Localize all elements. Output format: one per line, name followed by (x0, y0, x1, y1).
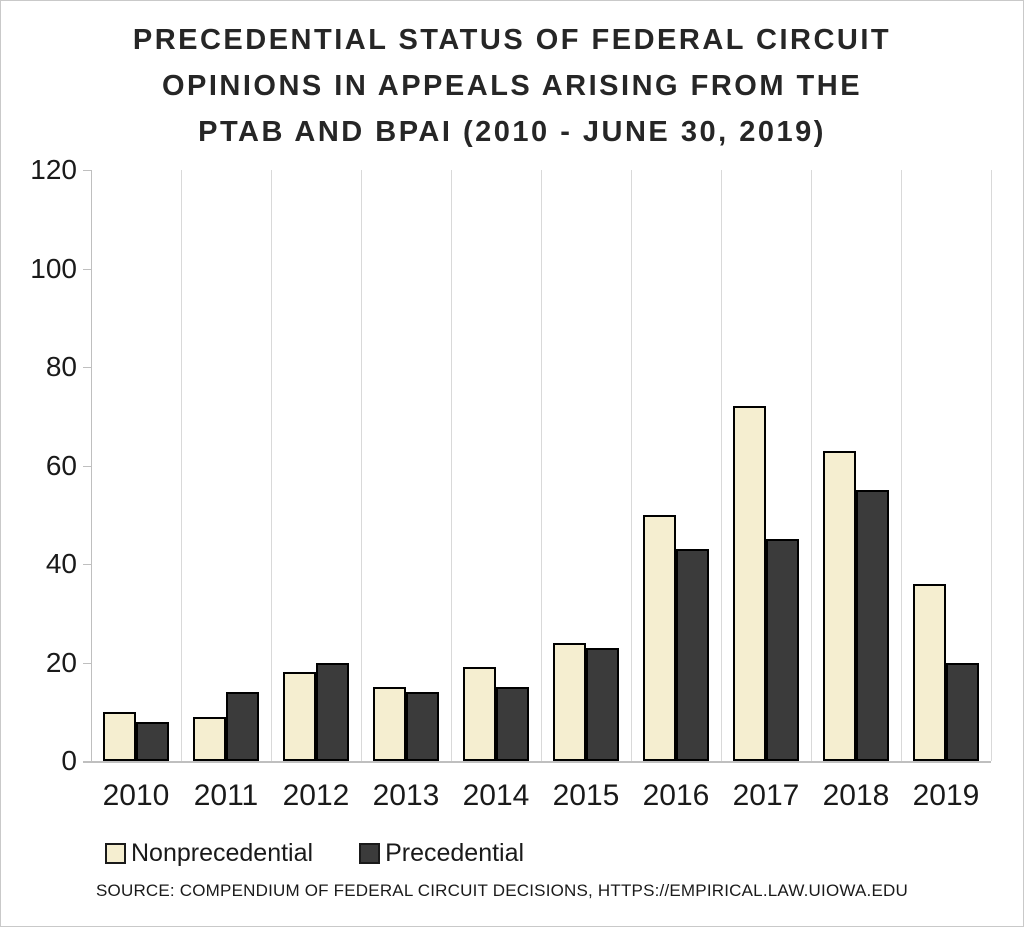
bar-2015-nonprecedential (553, 642, 586, 761)
y-axis-tick (83, 465, 91, 467)
x-label-2012: 2012 (282, 779, 350, 812)
bar-2014-nonprecedential (463, 667, 496, 761)
y-axis-tick (83, 170, 91, 171)
x-label-2010: 2010 (102, 779, 170, 812)
bar-2014-precedential (496, 687, 529, 761)
y-tick-label-0: 0 (61, 745, 77, 776)
chart-title: PRECEDENTIAL STATUS OF FEDERAL CIRCUIT O… (1, 17, 1023, 155)
y-tick-label-80: 80 (45, 351, 77, 382)
bar-2011-nonprecedential (193, 716, 226, 761)
y-tick-label-40: 40 (45, 548, 77, 579)
x-axis-line (83, 761, 991, 763)
legend-swatch-precedential (359, 843, 381, 864)
y-tick-label-100: 100 (30, 252, 77, 284)
gridline-vertical (271, 170, 272, 761)
bar-2010-precedential (136, 721, 169, 761)
bar-2011-precedential (226, 692, 259, 761)
chart-title-line-2: OPINIONS IN APPEALS ARISING FROM THE (161, 70, 863, 102)
x-label-2011: 2011 (193, 779, 259, 812)
y-tick-label-120: 120 (30, 154, 77, 185)
x-label-2014: 2014 (462, 779, 530, 812)
bar-2019-precedential (946, 662, 979, 761)
legend-label-nonprecedential: Nonprecedential (131, 839, 314, 867)
bar-2016-precedential (676, 549, 709, 761)
source-caption: SOURCE: COMPENDIUM OF FEDERAL CIRCUIT DE… (96, 881, 908, 900)
bar-2018-precedential (856, 490, 889, 761)
gridline-vertical (721, 170, 722, 761)
gridline-vertical (811, 170, 812, 761)
bar-2012-precedential (316, 662, 349, 761)
x-label-2018: 2018 (822, 779, 890, 812)
legend-label-precedential: Precedential (385, 839, 525, 867)
gridline-vertical (451, 170, 452, 761)
gridline-vertical (901, 170, 902, 761)
gridline-vertical (181, 170, 182, 761)
legend-swatch-nonprecedential (105, 843, 126, 864)
bar-2017-nonprecedential (733, 406, 766, 761)
y-axis-tick (83, 564, 91, 565)
bar-2012-nonprecedential (283, 672, 316, 761)
bar-2016-nonprecedential (643, 514, 676, 761)
y-axis-tick (83, 268, 91, 270)
gridline-vertical (541, 170, 542, 761)
legend-item-precedential: Precedential (359, 841, 524, 866)
y-tick-label-60: 60 (45, 449, 77, 481)
gridline-vertical (631, 170, 632, 761)
bar-2010-nonprecedential (103, 711, 136, 761)
y-axis-line (91, 170, 92, 762)
bar-2013-nonprecedential (373, 687, 406, 761)
bar-2015-precedential (586, 647, 619, 761)
chart-title-line-1: PRECEDENTIAL STATUS OF FEDERAL CIRCUIT (132, 24, 892, 56)
y-tick-label-20: 20 (45, 646, 77, 678)
bar-2013-precedential (406, 692, 439, 761)
legend-item-nonprecedential: Nonprecedential (105, 841, 313, 866)
bar-2017-precedential (766, 539, 799, 761)
gridline-vertical (991, 170, 992, 761)
bar-2019-nonprecedential (913, 583, 946, 761)
x-label-2017: 2017 (732, 779, 800, 812)
x-label-2015: 2015 (552, 779, 620, 812)
y-axis-tick (83, 662, 91, 664)
x-label-2016: 2016 (642, 779, 710, 812)
x-label-2013: 2013 (372, 779, 440, 812)
bar-2018-nonprecedential (823, 450, 856, 761)
x-label-2019: 2019 (912, 779, 980, 812)
chart-legend: Nonprecedential Precedential (105, 841, 524, 866)
gridline-vertical (361, 170, 362, 761)
y-axis-tick (83, 367, 91, 368)
chart-title-line-3: PTAB AND BPAI (2010 - JUNE 30, 2019) (198, 116, 826, 148)
